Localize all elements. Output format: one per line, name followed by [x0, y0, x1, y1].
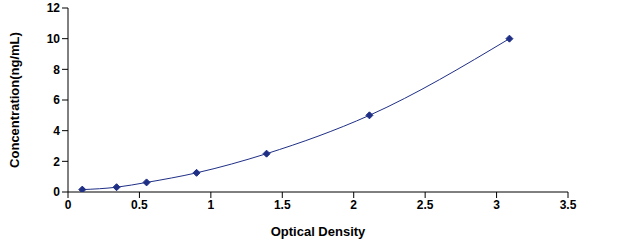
- svg-text:2: 2: [53, 155, 60, 169]
- svg-text:12: 12: [47, 1, 61, 15]
- svg-text:8: 8: [53, 63, 60, 77]
- svg-text:0: 0: [65, 198, 72, 212]
- svg-text:Optical Density: Optical Density: [271, 224, 366, 239]
- svg-text:0.5: 0.5: [131, 198, 148, 212]
- svg-text:3.5: 3.5: [560, 198, 577, 212]
- svg-text:2: 2: [350, 198, 357, 212]
- svg-text:Concentration(ng/mL): Concentration(ng/mL): [8, 32, 22, 168]
- svg-text:1.5: 1.5: [274, 198, 291, 212]
- svg-text:4: 4: [53, 124, 60, 138]
- svg-text:3: 3: [493, 198, 500, 212]
- svg-text:0: 0: [53, 185, 60, 199]
- svg-text:2.5: 2.5: [417, 198, 434, 212]
- svg-text:10: 10: [47, 32, 61, 46]
- svg-text:6: 6: [53, 93, 60, 107]
- svg-text:1: 1: [208, 198, 215, 212]
